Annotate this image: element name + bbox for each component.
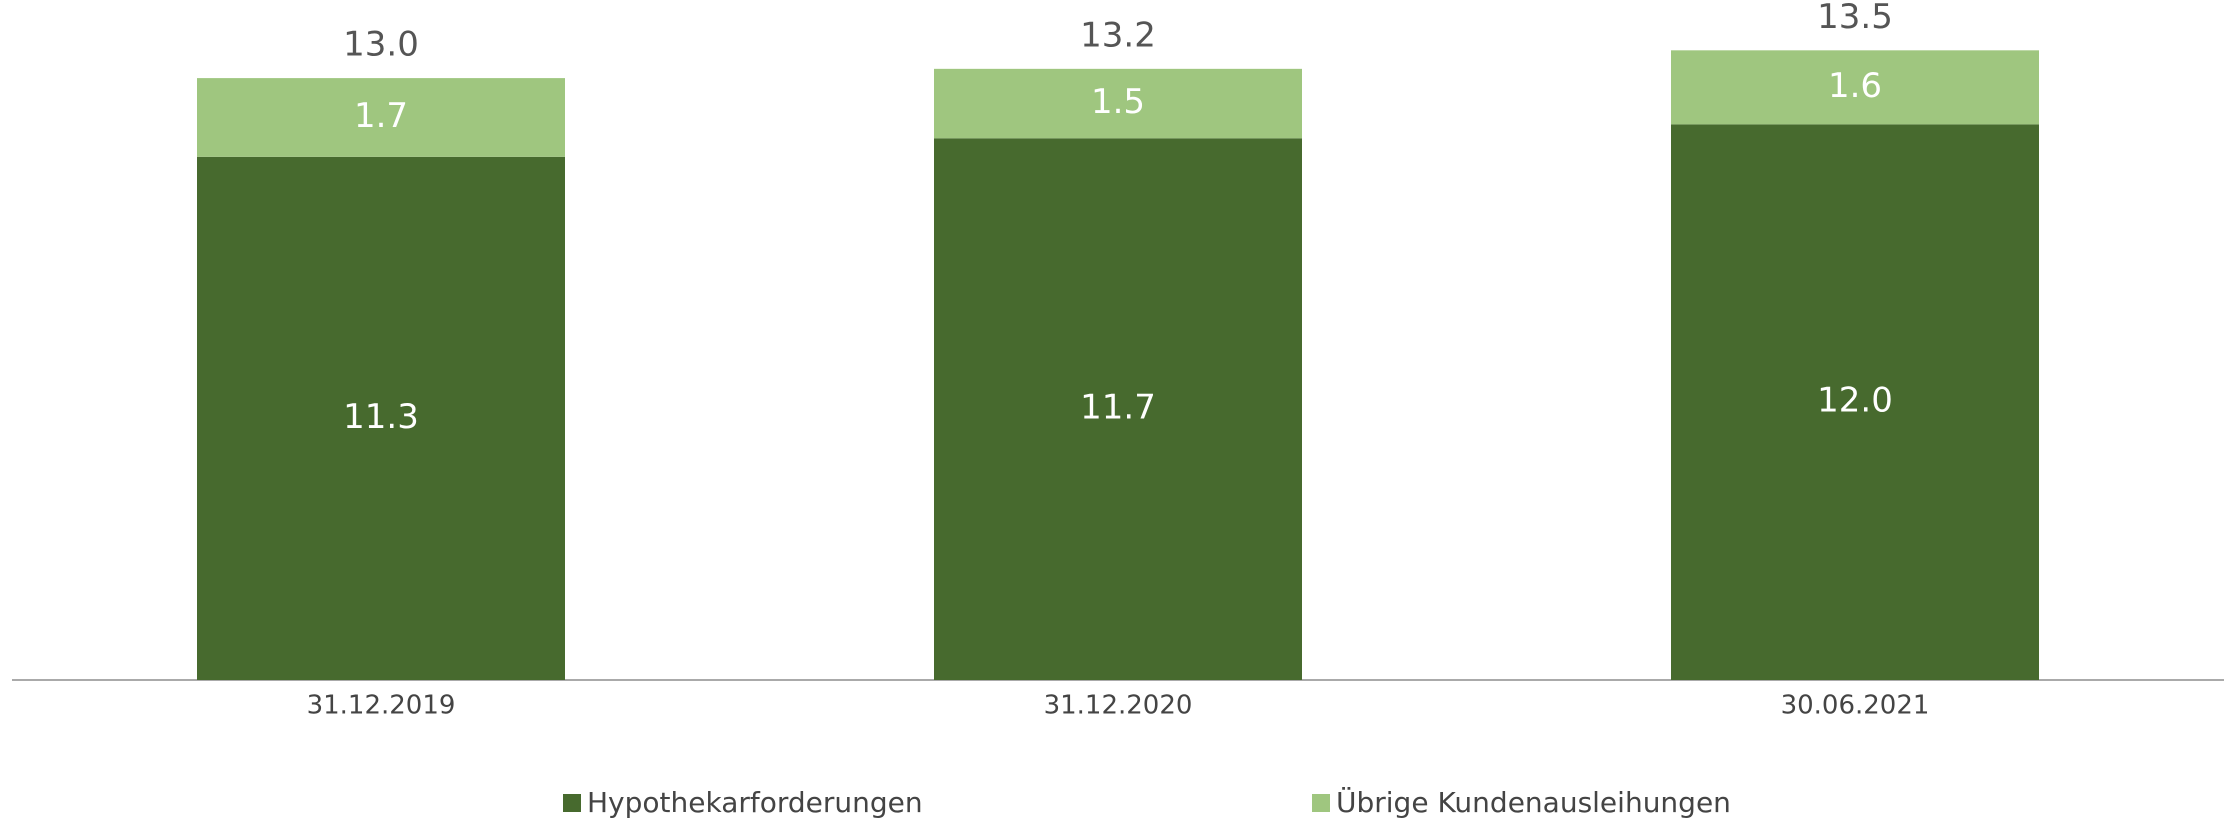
legend-swatch bbox=[563, 794, 581, 812]
value-label: 1.6 bbox=[1828, 66, 1882, 106]
total-label: 13.0 bbox=[343, 25, 419, 65]
legend-label: Übrige Kundenausleihungen bbox=[1336, 785, 1731, 819]
value-label: 1.7 bbox=[354, 96, 408, 136]
legend-label: Hypothekarforderungen bbox=[587, 786, 923, 819]
total-label: 13.5 bbox=[1817, 0, 1893, 37]
bar-segment bbox=[1671, 124, 2039, 680]
value-label: 11.3 bbox=[343, 397, 419, 437]
value-label: 11.7 bbox=[1080, 388, 1156, 428]
x-tick-label: 31.12.2020 bbox=[1044, 691, 1193, 721]
value-label: 12.0 bbox=[1817, 381, 1893, 421]
value-label: 1.5 bbox=[1091, 82, 1145, 122]
bar-segment bbox=[934, 138, 1302, 681]
total-label: 13.2 bbox=[1080, 15, 1156, 55]
x-tick-label: 30.06.2021 bbox=[1781, 691, 1930, 721]
legend-swatch bbox=[1312, 794, 1330, 812]
bar-segment bbox=[934, 68, 1302, 139]
bar-segment bbox=[197, 156, 565, 680]
bar-segment bbox=[197, 78, 565, 157]
x-tick-label: 31.12.2019 bbox=[307, 691, 456, 721]
bar-segment bbox=[1671, 50, 2039, 125]
